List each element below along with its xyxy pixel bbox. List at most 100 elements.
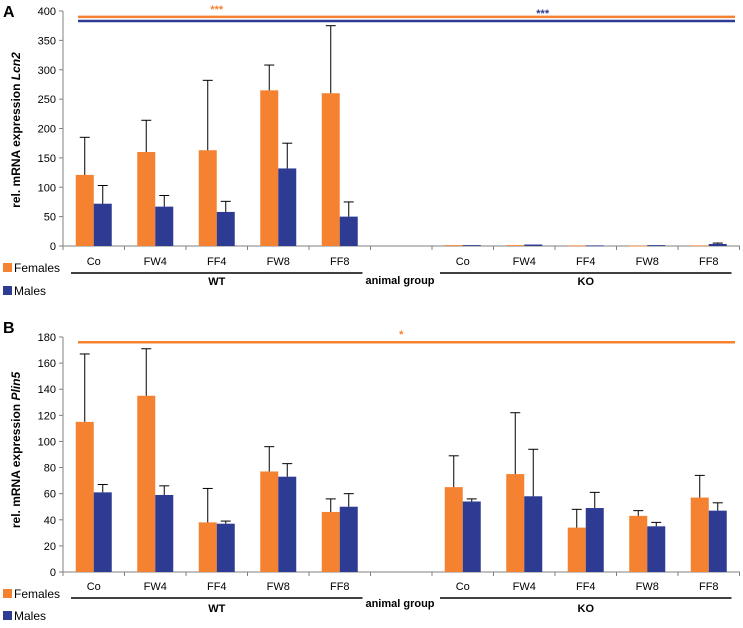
bar-males-b <box>93 492 112 572</box>
bar-males-a <box>708 243 727 246</box>
legend-swatch-females-a <box>3 263 12 272</box>
plot-area-a: 0 50 100 150 200 250 300 350 400 *** *** Co FW4 FF4 FW… <box>38 4 740 288</box>
x-tick-label-a: Co <box>456 256 470 268</box>
bar-females-b <box>198 522 217 572</box>
y-axis-label-prefix-a: rel. mRNA expression <box>9 80 23 208</box>
x-tick-label-a: FF8 <box>330 256 350 268</box>
bar-females-a <box>567 245 586 247</box>
bar-females-b <box>75 421 94 572</box>
significance-label-b: * <box>399 329 404 341</box>
bar-males-a <box>524 244 543 246</box>
legend-swatch-males-b <box>3 611 12 620</box>
y-tick-label-a: 300 <box>38 65 56 77</box>
y-axis-label-prefix-b: rel. mRNA expression <box>9 401 23 529</box>
y-tick-label-a: 100 <box>38 182 56 194</box>
panel-label-a: A <box>3 4 15 21</box>
x-tick-label-a: Co <box>87 256 101 268</box>
y-axis-label-gene-b: Plin5 <box>9 372 23 401</box>
y-tick-label-a: 150 <box>38 153 56 165</box>
x-tick-label-a: FW8 <box>636 256 659 268</box>
bar-males-b <box>339 506 358 572</box>
y-tick-label-b: 180 <box>38 332 56 344</box>
x-tick-label-a: FW4 <box>513 256 536 268</box>
x-tick-label-a: FF4 <box>576 256 596 268</box>
bar-females-b <box>506 474 525 572</box>
bar-males-b <box>708 510 727 572</box>
legend-label-males-b: Males <box>14 609 46 623</box>
bar-males-b <box>462 501 481 572</box>
bar-females-a <box>444 245 463 246</box>
bar-males-a <box>155 206 174 246</box>
y-tick-label-b: 0 <box>50 567 56 579</box>
legend-a: Females Males <box>3 261 60 298</box>
x-tick-label-a: FW8 <box>267 256 290 268</box>
bar-females-a <box>321 93 340 246</box>
bar-females-b <box>690 497 709 572</box>
bar-males-b <box>647 526 666 572</box>
bar-males-a <box>216 211 235 246</box>
bar-males-b <box>585 508 604 572</box>
legend-label-females-b: Females <box>14 587 60 601</box>
x-tick-label-b: FF8 <box>699 581 719 593</box>
group-label-a: WT <box>208 276 225 288</box>
legend-b: Females Males <box>3 587 60 623</box>
bar-males-a <box>462 245 481 246</box>
significance-label-a: *** <box>536 8 550 20</box>
legend-label-males-a: Males <box>14 284 46 298</box>
bar-females-a <box>198 150 217 246</box>
y-tick-label-a: 400 <box>38 6 56 18</box>
bar-females-b <box>629 515 648 572</box>
x-tick-label-b: Co <box>87 581 101 593</box>
bar-males-a <box>339 216 358 246</box>
legend-swatch-females-b <box>3 589 12 598</box>
y-axis-label-b: rel. mRNA expression Plin5 <box>9 372 23 529</box>
x-axis-label-a: animal group <box>365 275 434 287</box>
x-tick-label-a: FW4 <box>144 256 167 268</box>
y-tick-label-b: 60 <box>44 489 56 501</box>
bar-females-a <box>137 152 156 246</box>
panel-label-b: B <box>3 320 15 337</box>
bar-males-b <box>216 523 235 572</box>
bar-females-a <box>629 245 648 247</box>
legend-swatch-males-a <box>3 286 12 295</box>
bar-females-b <box>444 487 463 572</box>
y-axis-label-gene-a: Lcn2 <box>9 52 23 80</box>
x-tick-label-a: FF8 <box>699 256 719 268</box>
x-tick-label-b: FF4 <box>207 581 227 593</box>
bar-females-b <box>137 395 156 572</box>
plot-area-b: 0 20 40 60 80 100 120 140 160 180 * Co FW4 FF4 FW8 FF8 C… <box>38 329 740 615</box>
y-tick-label-a: 50 <box>44 212 56 224</box>
bar-males-a <box>585 245 604 247</box>
y-tick-label-b: 80 <box>44 463 56 475</box>
x-axis-label-b: animal group <box>365 598 434 610</box>
x-tick-label-b: Co <box>456 581 470 593</box>
bar-males-a <box>647 245 666 246</box>
x-tick-label-b: FF8 <box>330 581 350 593</box>
legend-label-females-a: Females <box>14 261 60 275</box>
bar-females-a <box>506 245 525 246</box>
x-tick-label-b: FW8 <box>636 581 659 593</box>
y-tick-label-b: 140 <box>38 384 56 396</box>
y-axis-label-a: rel. mRNA expression Lcn2 <box>9 52 23 208</box>
y-tick-label-a: 0 <box>50 241 56 253</box>
y-tick-label-a: 200 <box>38 124 56 136</box>
y-tick-label-b: 20 <box>44 541 56 553</box>
bar-females-b <box>321 511 340 572</box>
group-label-b: WT <box>208 603 225 615</box>
x-tick-label-a: FF4 <box>207 256 227 268</box>
bar-males-a <box>278 168 297 246</box>
x-tick-label-b: FW4 <box>144 581 167 593</box>
bar-males-a <box>93 203 112 246</box>
y-tick-label-a: 350 <box>38 35 56 47</box>
x-tick-label-b: FW4 <box>513 581 536 593</box>
bar-females-a <box>690 245 709 247</box>
group-label-b: KO <box>578 603 595 615</box>
significance-label-a: *** <box>210 4 224 16</box>
bar-males-b <box>155 494 174 572</box>
y-tick-label-a: 250 <box>38 94 56 106</box>
y-tick-label-b: 100 <box>38 436 56 448</box>
x-tick-label-b: FF4 <box>576 581 596 593</box>
bar-females-a <box>260 90 279 246</box>
bar-females-b <box>260 471 279 572</box>
x-tick-label-b: FW8 <box>267 581 290 593</box>
